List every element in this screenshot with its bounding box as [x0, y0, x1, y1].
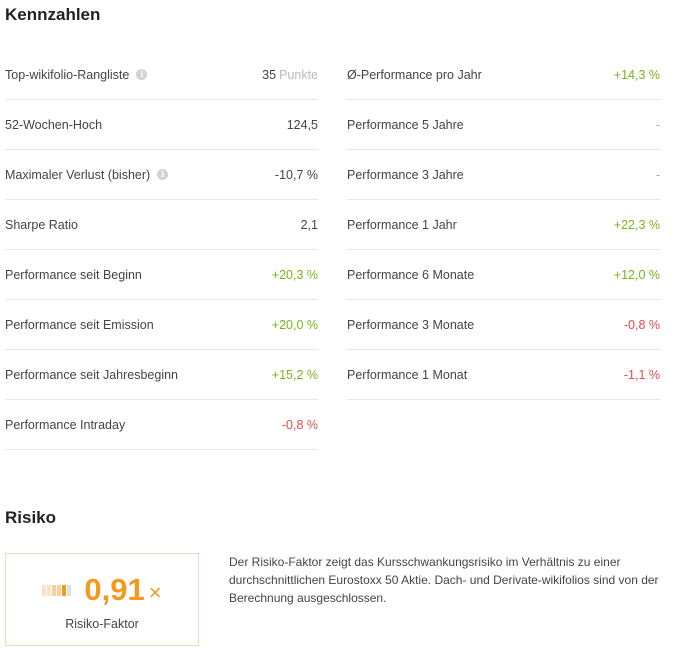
kennzahl-label-text: Sharpe Ratio — [5, 217, 78, 232]
kennzahl-label: Maximaler Verlust (bisher) i — [5, 167, 169, 182]
kennzahl-label-text: Performance seit Jahresbeginn — [5, 367, 179, 382]
risk-description: Der Risiko-Faktor zeigt das Kursschwanku… — [229, 555, 659, 605]
kennzahl-value-text: -0,8 % — [281, 417, 318, 432]
kennzahl-value-text: -1,1 % — [623, 367, 660, 382]
kennzahl-value-text: +12,0 % — [613, 267, 660, 282]
kennzahl-value: +20,3 % — [272, 268, 318, 282]
kennzahl-row: Performance 1 Jahr +22,3 % — [347, 200, 660, 250]
risk-factor-value: 0,91 — [84, 572, 145, 607]
risk-scale-bar — [67, 584, 72, 596]
kennzahl-value-text: - — [655, 167, 660, 182]
kennzahl-value-text: -10,7 % — [274, 167, 318, 182]
kennzahl-row: 52-Wochen-Hoch 124,5 — [5, 100, 318, 150]
risk-multiplier: × — [148, 580, 162, 605]
kennzahl-value: -1,1 % — [624, 368, 660, 382]
kennzahl-label-text: Top-wikifolio-Rangliste — [5, 67, 130, 82]
kennzahl-value-text: +22,3 % — [613, 217, 660, 232]
kennzahl-row: Performance 5 Jahre - — [347, 100, 660, 150]
kennzahl-label-text: 52-Wochen-Hoch — [5, 117, 103, 132]
risk-scale-bar — [47, 584, 52, 596]
risk-factor-box: 0,91 × Risiko-Faktor — [5, 553, 199, 646]
kennzahl-label-text: Performance seit Beginn — [5, 267, 142, 282]
risk-scale-icon — [42, 584, 72, 596]
kennzahl-row: Top-wikifolio-Rangliste i 35 Punkte — [5, 50, 318, 100]
kennzahl-value: +14,3 % — [614, 68, 660, 82]
kennzahl-value: +15,2 % — [272, 368, 318, 382]
kennzahl-row: Performance 3 Monate -0,8 % — [347, 300, 660, 350]
kennzahl-value: +20,0 % — [272, 318, 318, 332]
kennzahl-label-text: Performance 5 Jahre — [347, 117, 464, 132]
kennzahl-row: Performance Intraday -0,8 % — [5, 400, 318, 450]
kennzahl-label: Performance 1 Jahr — [347, 218, 457, 232]
kennzahl-value: -0,8 % — [624, 318, 660, 332]
kennzahl-label: 52-Wochen-Hoch — [5, 118, 102, 132]
kennzahl-value-text: +14,3 % — [613, 67, 660, 82]
risk-scale-bar — [57, 584, 62, 596]
kennzahl-label: Performance 1 Monat — [347, 368, 467, 382]
kennzahl-label: Ø-Performance pro Jahr — [347, 68, 482, 82]
kennzahl-value: -0,8 % — [282, 418, 318, 432]
kennzahl-value-text: +15,2 % — [271, 367, 318, 382]
risk-scale-bar — [42, 584, 47, 596]
kennzahl-label: Performance 5 Jahre — [347, 118, 464, 132]
kennzahl-value: -10,7 % — [275, 168, 318, 182]
kennzahl-value: - — [656, 118, 660, 132]
risk-value-line: 0,91 × — [6, 572, 198, 608]
kennzahl-label-text: Performance 1 Monat — [347, 367, 468, 382]
kennzahl-label: Performance 3 Jahre — [347, 168, 464, 182]
kennzahl-value: 124,5 — [287, 118, 318, 132]
kennzahl-value-text: -0,8 % — [623, 317, 660, 332]
kennzahlen-right-column: Ø-Performance pro Jahr +14,3 % Performance… — [347, 50, 660, 400]
kennzahl-value: +12,0 % — [614, 268, 660, 282]
kennzahl-value: +22,3 % — [614, 218, 660, 232]
kennzahl-label-text: Ø-Performance pro Jahr — [347, 67, 482, 82]
kennzahlen-title: Kennzahlen — [5, 5, 101, 24]
kennzahl-value-text: 124,5 — [286, 117, 318, 132]
kennzahl-label: Performance 3 Monate — [347, 318, 474, 332]
kennzahl-value-text: - — [655, 117, 660, 132]
risk-scale-bar — [62, 584, 67, 596]
kennzahl-label-text: Performance 1 Jahr — [347, 217, 457, 232]
kennzahl-label-text: Performance seit Emission — [5, 317, 154, 332]
kennzahlen-left-column: Top-wikifolio-Rangliste i 35 Punkte 52-Woche… — [5, 50, 318, 450]
kennzahl-label-text: Performance 3 Monate — [347, 317, 475, 332]
kennzahl-value-text: +20,0 % — [271, 317, 318, 332]
kennzahl-value-text: 2,1 — [300, 217, 318, 232]
kennzahl-value-text: +20,3 % — [271, 267, 318, 282]
risk-factor-label: Risiko-Faktor — [65, 617, 139, 631]
kennzahl-row: Performance 1 Monat -1,1 % — [347, 350, 660, 400]
kennzahl-label: Top-wikifolio-Rangliste i — [5, 67, 148, 82]
kennzahl-unit: Punkte — [279, 67, 318, 82]
kennzahl-label: Performance Intraday — [5, 418, 125, 432]
kennzahl-value-text: 35 — [262, 67, 277, 82]
kennzahl-row: Maximaler Verlust (bisher) i -10,7 % — [5, 150, 318, 200]
kennzahl-label: Sharpe Ratio — [5, 218, 78, 232]
info-icon[interactable]: i — [136, 69, 148, 80]
kennzahl-label-text: Maximaler Verlust (bisher) — [5, 167, 151, 182]
kennzahl-row: Ø-Performance pro Jahr +14,3 % — [347, 50, 660, 100]
kennzahl-label: Performance 6 Monate — [347, 268, 474, 282]
kennzahl-row: Performance seit Jahresbeginn +15,2 % — [5, 350, 318, 400]
risk-scale-bar — [52, 584, 57, 596]
kennzahl-row: Performance seit Emission +20,0 % — [5, 300, 318, 350]
kennzahl-label-text: Performance 3 Jahre — [347, 167, 464, 182]
kennzahl-label: Performance seit Beginn — [5, 268, 142, 282]
kennzahl-value: 35 Punkte — [262, 68, 318, 82]
kennzahl-row: Performance seit Beginn +20,3 % — [5, 250, 318, 300]
kennzahl-value: - — [656, 168, 660, 182]
kennzahl-row: Sharpe Ratio 2,1 — [5, 200, 318, 250]
kennzahl-label: Performance seit Jahresbeginn — [5, 368, 178, 382]
kennzahl-label-text: Performance Intraday — [5, 417, 126, 432]
kennzahl-row: Performance 3 Jahre - — [347, 150, 660, 200]
kennzahl-label: Performance seit Emission — [5, 318, 154, 332]
kennzahl-label-text: Performance 6 Monate — [347, 267, 475, 282]
kennzahl-value: 2,1 — [301, 218, 318, 232]
risiko-title: Risiko — [5, 508, 57, 527]
info-icon[interactable]: i — [157, 169, 169, 180]
kennzahl-row: Performance 6 Monate +12,0 % — [347, 250, 660, 300]
